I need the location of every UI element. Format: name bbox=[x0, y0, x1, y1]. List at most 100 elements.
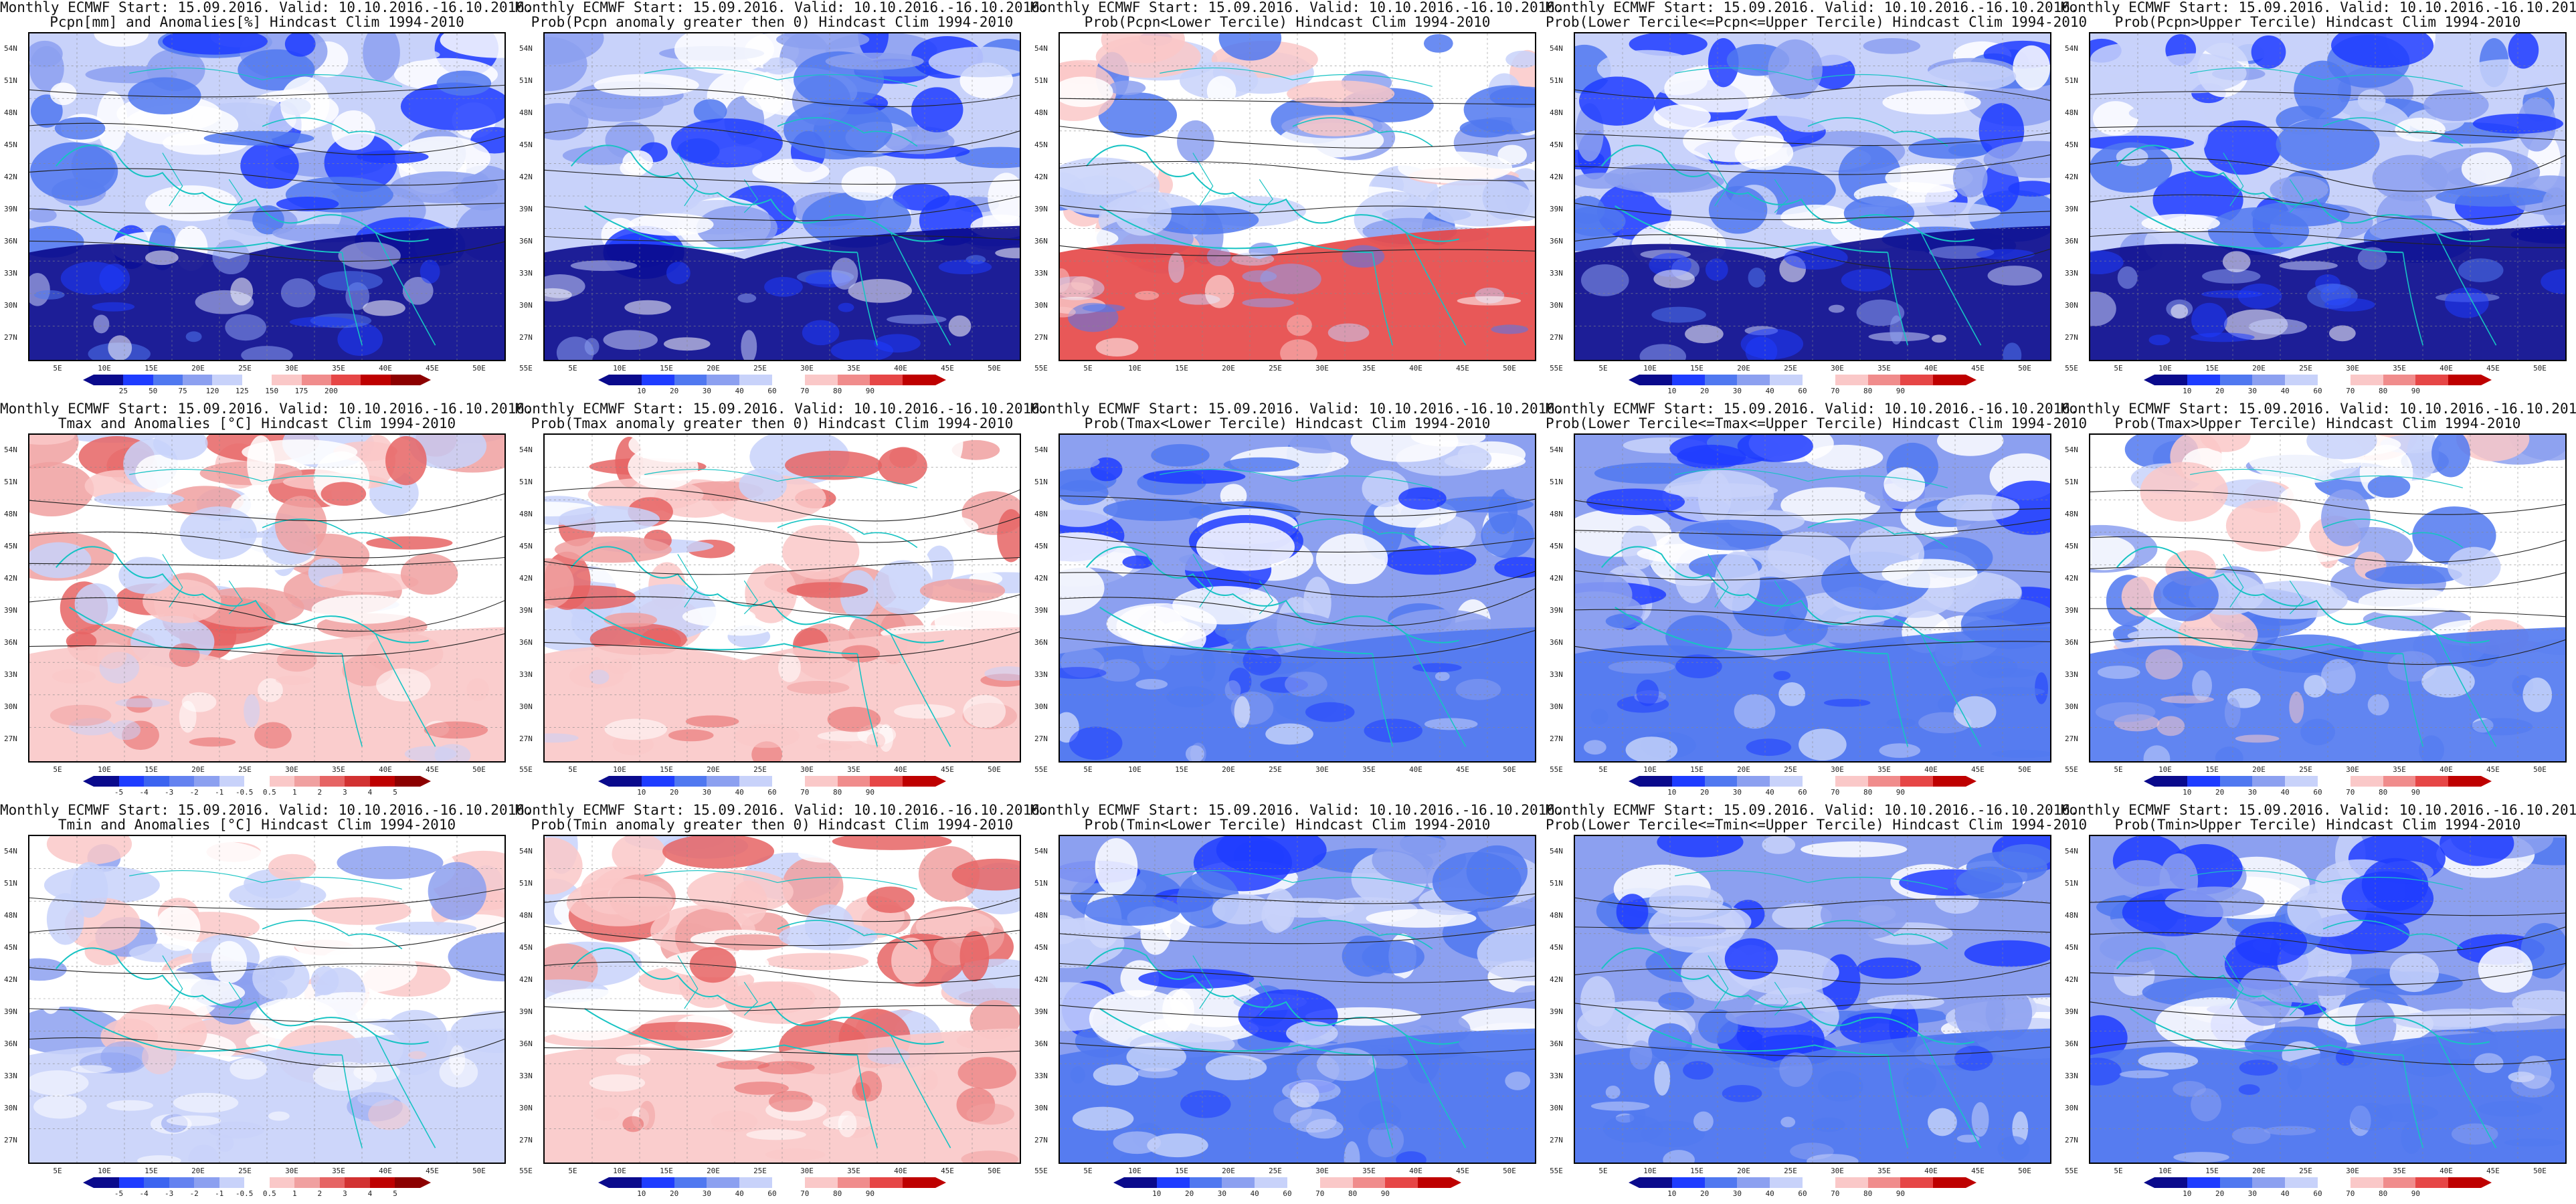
colorbar-tick-label: 90 bbox=[1380, 1189, 1390, 1198]
colorbar-tick-label: 175 bbox=[294, 387, 308, 395]
longitude-label: 55E bbox=[519, 765, 533, 774]
colorbar-min-arrow bbox=[1113, 1177, 1124, 1188]
colorbar-max-arrow bbox=[420, 776, 431, 787]
longitude-label: 35E bbox=[1877, 364, 1891, 373]
latitude-label: 30N bbox=[4, 301, 17, 310]
colorbar-swatch bbox=[244, 776, 270, 787]
colorbar-tick-label: 3 bbox=[343, 1189, 347, 1198]
longitude-label: 40E bbox=[894, 1167, 907, 1175]
longitude-label: 45E bbox=[2486, 765, 2500, 774]
longitude-label: 50E bbox=[1503, 765, 1516, 774]
longitude-label: 50E bbox=[988, 1167, 1001, 1175]
colorbar-tick-label: 30 bbox=[702, 788, 712, 797]
latitude-label: 30N bbox=[1550, 301, 1563, 310]
colorbar-tick-label: -4 bbox=[139, 788, 149, 797]
map-panel: Monthly ECMWF Start: 15.09.2016. Valid: … bbox=[1546, 0, 2087, 401]
colorbar-tick-label: -4 bbox=[139, 1189, 149, 1198]
longitude-label: 20E bbox=[707, 364, 720, 373]
longitude-label: 50E bbox=[472, 1167, 486, 1175]
longitude-label: 55E bbox=[1034, 1167, 1048, 1175]
map-field bbox=[1060, 33, 1535, 360]
forecast-map bbox=[28, 433, 506, 763]
colorbar bbox=[598, 776, 946, 787]
colorbar-swatch bbox=[804, 1177, 838, 1188]
colorbar-swatch bbox=[2350, 776, 2383, 787]
longitude-label: 30E bbox=[1831, 1167, 1844, 1175]
longitude-label: 15E bbox=[1690, 364, 1704, 373]
colorbar bbox=[598, 375, 946, 385]
panel-title-line1: Monthly ECMWF Start: 15.09.2016. Valid: … bbox=[0, 0, 533, 15]
longitude-label: 40E bbox=[2440, 765, 2453, 774]
colorbar-swatch bbox=[1704, 1177, 1738, 1188]
latitude-label: 51N bbox=[1550, 478, 1563, 486]
colorbar-min-arrow bbox=[83, 776, 94, 787]
latitude-label: 27N bbox=[1550, 1136, 1563, 1144]
colorbar-swatch bbox=[2350, 375, 2383, 385]
panel-title-line1: Monthly ECMWF Start: 15.09.2016. Valid: … bbox=[2061, 802, 2576, 818]
colorbar-tick-label: 90 bbox=[865, 788, 875, 797]
colorbar-min-arrow bbox=[598, 375, 609, 385]
colorbar-swatch bbox=[2252, 776, 2286, 787]
latitude-label: 30N bbox=[2065, 1104, 2078, 1112]
colorbar bbox=[1629, 1177, 1976, 1188]
latitude-label: 39N bbox=[1034, 606, 1048, 615]
colorbar-tick-label: 80 bbox=[1863, 387, 1873, 395]
colorbar-swatch bbox=[1124, 1177, 1157, 1188]
forecast-map bbox=[2089, 835, 2567, 1164]
latitude-label: 36N bbox=[1550, 1039, 1563, 1048]
longitude-label: 30E bbox=[800, 765, 814, 774]
panel-title-line2: Prob(Tmax anomaly greater then 0) Hindca… bbox=[531, 415, 1014, 431]
colorbar-tick-label: 60 bbox=[1283, 1189, 1292, 1198]
colorbar-swatch bbox=[804, 375, 838, 385]
latitude-label: 27N bbox=[4, 734, 17, 743]
panel-title-line2: Tmax and Anomalies [°C] Hindcast Clim 19… bbox=[58, 415, 456, 431]
colorbar-swatch bbox=[1900, 776, 1934, 787]
colorbar-tick-label: 75 bbox=[178, 387, 187, 395]
latitude-label: 42N bbox=[1550, 173, 1563, 181]
colorbar-min-arrow bbox=[2144, 375, 2154, 385]
latitude-label: 27N bbox=[1550, 734, 1563, 743]
colorbar bbox=[1629, 375, 1976, 385]
longitude-label: 10E bbox=[1128, 1167, 1141, 1175]
longitude-label: 45E bbox=[941, 765, 954, 774]
longitude-label: 20E bbox=[1222, 364, 1235, 373]
latitude-label: 45N bbox=[1550, 140, 1563, 149]
latitude-label: 33N bbox=[1034, 670, 1048, 679]
colorbar-swatch bbox=[2383, 1177, 2416, 1188]
map-field bbox=[1575, 33, 2050, 360]
panel-title-line1: Monthly ECMWF Start: 15.09.2016. Valid: … bbox=[515, 802, 1048, 818]
colorbar-tick-label: 10 bbox=[1667, 788, 1677, 797]
latitude-label: 33N bbox=[4, 1072, 17, 1080]
panel-title: Monthly ECMWF Start: 15.09.2016. Valid: … bbox=[1030, 401, 1564, 431]
colorbar-labels: 10 20 30 40 60 70 80 90 bbox=[609, 788, 935, 797]
colorbar-swatch bbox=[390, 375, 420, 385]
latitude-label: 39N bbox=[1550, 1007, 1563, 1016]
colorbar-swatch bbox=[1156, 1177, 1190, 1188]
colorbar-tick-label: 20 bbox=[669, 788, 679, 797]
colorbar-tick-label: 40 bbox=[2280, 387, 2290, 395]
colorbar bbox=[83, 776, 431, 787]
latitude-label: 30N bbox=[1550, 1104, 1563, 1112]
colorbar-swatch bbox=[2154, 1177, 2187, 1188]
colorbar-swatch bbox=[219, 776, 245, 787]
latitude-label: 33N bbox=[519, 269, 533, 278]
colorbar-labels: 10 20 30 40 60 70 80 90 bbox=[1639, 1189, 1966, 1199]
latitude-label: 45N bbox=[4, 542, 17, 550]
colorbar-swatch bbox=[269, 776, 295, 787]
longitude-label: 35E bbox=[2393, 364, 2406, 373]
colorbar-labels: 10 20 30 40 60 70 80 90 bbox=[609, 387, 935, 396]
panel-title: Monthly ECMWF Start: 15.09.2016. Valid: … bbox=[1030, 0, 1564, 29]
longitude-label: 20E bbox=[707, 765, 720, 774]
longitude-label: 5E bbox=[1598, 1167, 1608, 1175]
colorbar-swatch bbox=[1835, 375, 1868, 385]
latitude-label: 39N bbox=[2065, 205, 2078, 213]
colorbar-swatch bbox=[319, 776, 345, 787]
colorbar-tick-label: 90 bbox=[2411, 387, 2421, 395]
latitude-label: 30N bbox=[519, 1104, 533, 1112]
colorbar-tick-label: 90 bbox=[1896, 1189, 1906, 1198]
longitude-label: 15E bbox=[1175, 765, 1188, 774]
longitude-label: 50E bbox=[2533, 765, 2547, 774]
latitude-label: 51N bbox=[519, 478, 533, 486]
colorbar-swatch bbox=[903, 1177, 935, 1188]
colorbar-tick-label: 20 bbox=[1699, 1189, 1710, 1198]
